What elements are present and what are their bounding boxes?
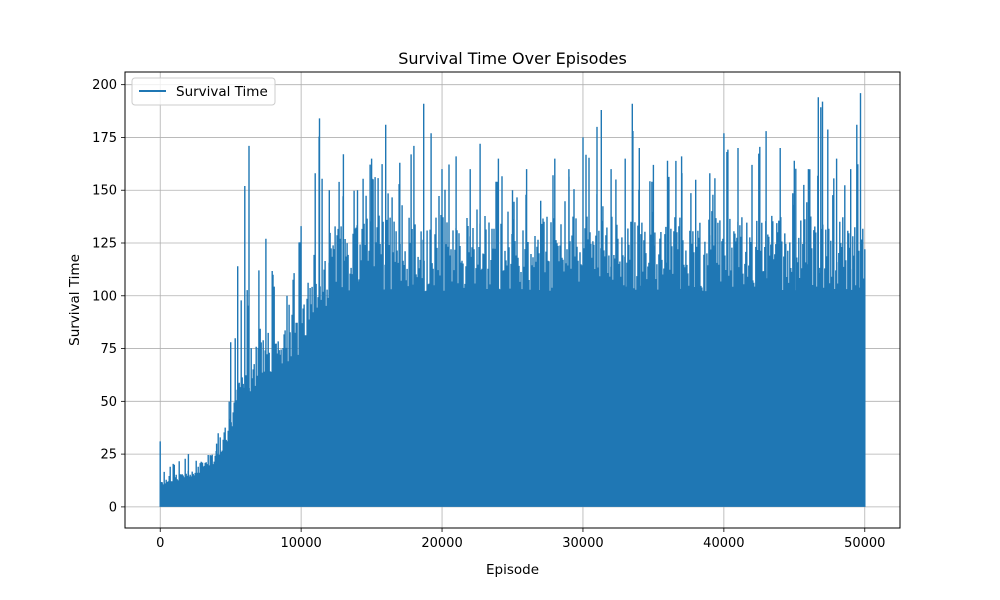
y-tick-label: 50 [100,395,117,410]
y-tick-label: 0 [109,500,117,515]
y-tick-label: 150 [92,184,117,199]
y-tick-label: 175 [92,131,117,146]
y-tick-label: 200 [92,78,117,93]
data-series [159,93,866,507]
x-axis-label: Episode [486,562,539,578]
x-tick-label: 10000 [280,536,321,551]
chart-title: Survival Time Over Episodes [398,49,627,68]
legend[interactable]: Survival Time [131,77,276,106]
y-axis-label: Survival Time [67,254,83,346]
x-tick-label: 0 [156,536,164,551]
x-tick-label: 50000 [844,536,885,551]
y-tick-label: 75 [100,342,117,357]
y-tick-label: 125 [92,237,117,252]
x-tick-label: 20000 [421,536,462,551]
x-axis-ticks: 0 10000 20000 30000 40000 50000 [156,528,885,551]
y-tick-label: 25 [100,448,117,463]
legend-box [131,77,276,106]
x-tick-label: 30000 [562,536,603,551]
y-tick-label: 100 [92,289,117,304]
y-axis-ticks: 0 25 50 75 100 125 150 175 200 [92,78,125,515]
legend-label: Survival Time [176,84,268,100]
x-tick-label: 40000 [703,536,744,551]
series-line-survival-time [159,93,866,507]
plot-frame [124,71,901,529]
